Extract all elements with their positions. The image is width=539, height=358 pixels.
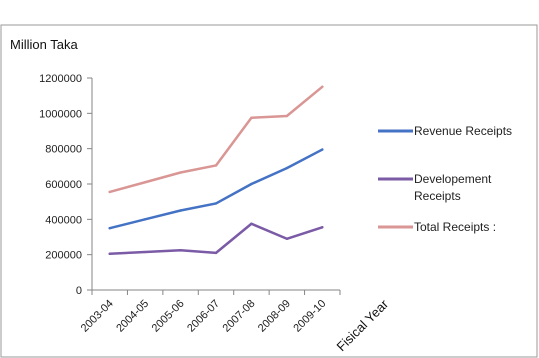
y-tick-label: 0 <box>76 285 82 297</box>
series-layer <box>108 85 324 256</box>
y-axis-ticks: 0 200000 400000 600000 800000 1000000 1200000 <box>39 73 92 297</box>
data-point <box>179 209 182 212</box>
data-point <box>250 222 253 225</box>
data-point <box>108 252 111 255</box>
data-point <box>285 237 289 240</box>
series-1 <box>108 222 324 256</box>
data-point <box>108 190 111 194</box>
data-point <box>143 250 147 254</box>
data-point <box>285 114 289 118</box>
series-0 <box>108 148 324 230</box>
y-tick-label: 800000 <box>45 144 82 156</box>
chart-border <box>0 24 538 358</box>
legend-item: Total Receipts : <box>378 220 496 234</box>
data-point <box>143 218 147 221</box>
data-point <box>179 171 182 174</box>
data-point <box>285 166 289 170</box>
data-point <box>214 164 218 167</box>
data-point <box>321 226 324 229</box>
y-axis-title: Million Taka <box>10 37 78 52</box>
data-point <box>179 249 182 252</box>
y-tick-label: 400000 <box>45 214 82 226</box>
legend-label: Revenue Receipts <box>414 124 512 138</box>
legend-label: Developement Receipts <box>414 172 492 203</box>
data-point <box>214 251 218 255</box>
legend-label: Total Receipts : <box>414 220 496 234</box>
y-tick-label: 200000 <box>45 250 82 262</box>
legend: Revenue Receipts Developement Receipts Tota… <box>378 124 512 234</box>
y-tick-label: 1200000 <box>39 73 82 85</box>
data-point <box>321 85 324 89</box>
legend-item: Developement Receipts <box>378 172 492 203</box>
data-point <box>108 226 111 230</box>
y-tick-label: 1000000 <box>39 108 82 120</box>
series-2 <box>108 85 324 194</box>
data-point <box>214 202 218 205</box>
data-point <box>143 181 147 184</box>
legend-item: Revenue Receipts <box>378 124 512 138</box>
data-point <box>250 182 253 186</box>
data-point <box>250 116 253 119</box>
y-tick-label: 600000 <box>45 179 82 191</box>
data-point <box>321 148 324 151</box>
